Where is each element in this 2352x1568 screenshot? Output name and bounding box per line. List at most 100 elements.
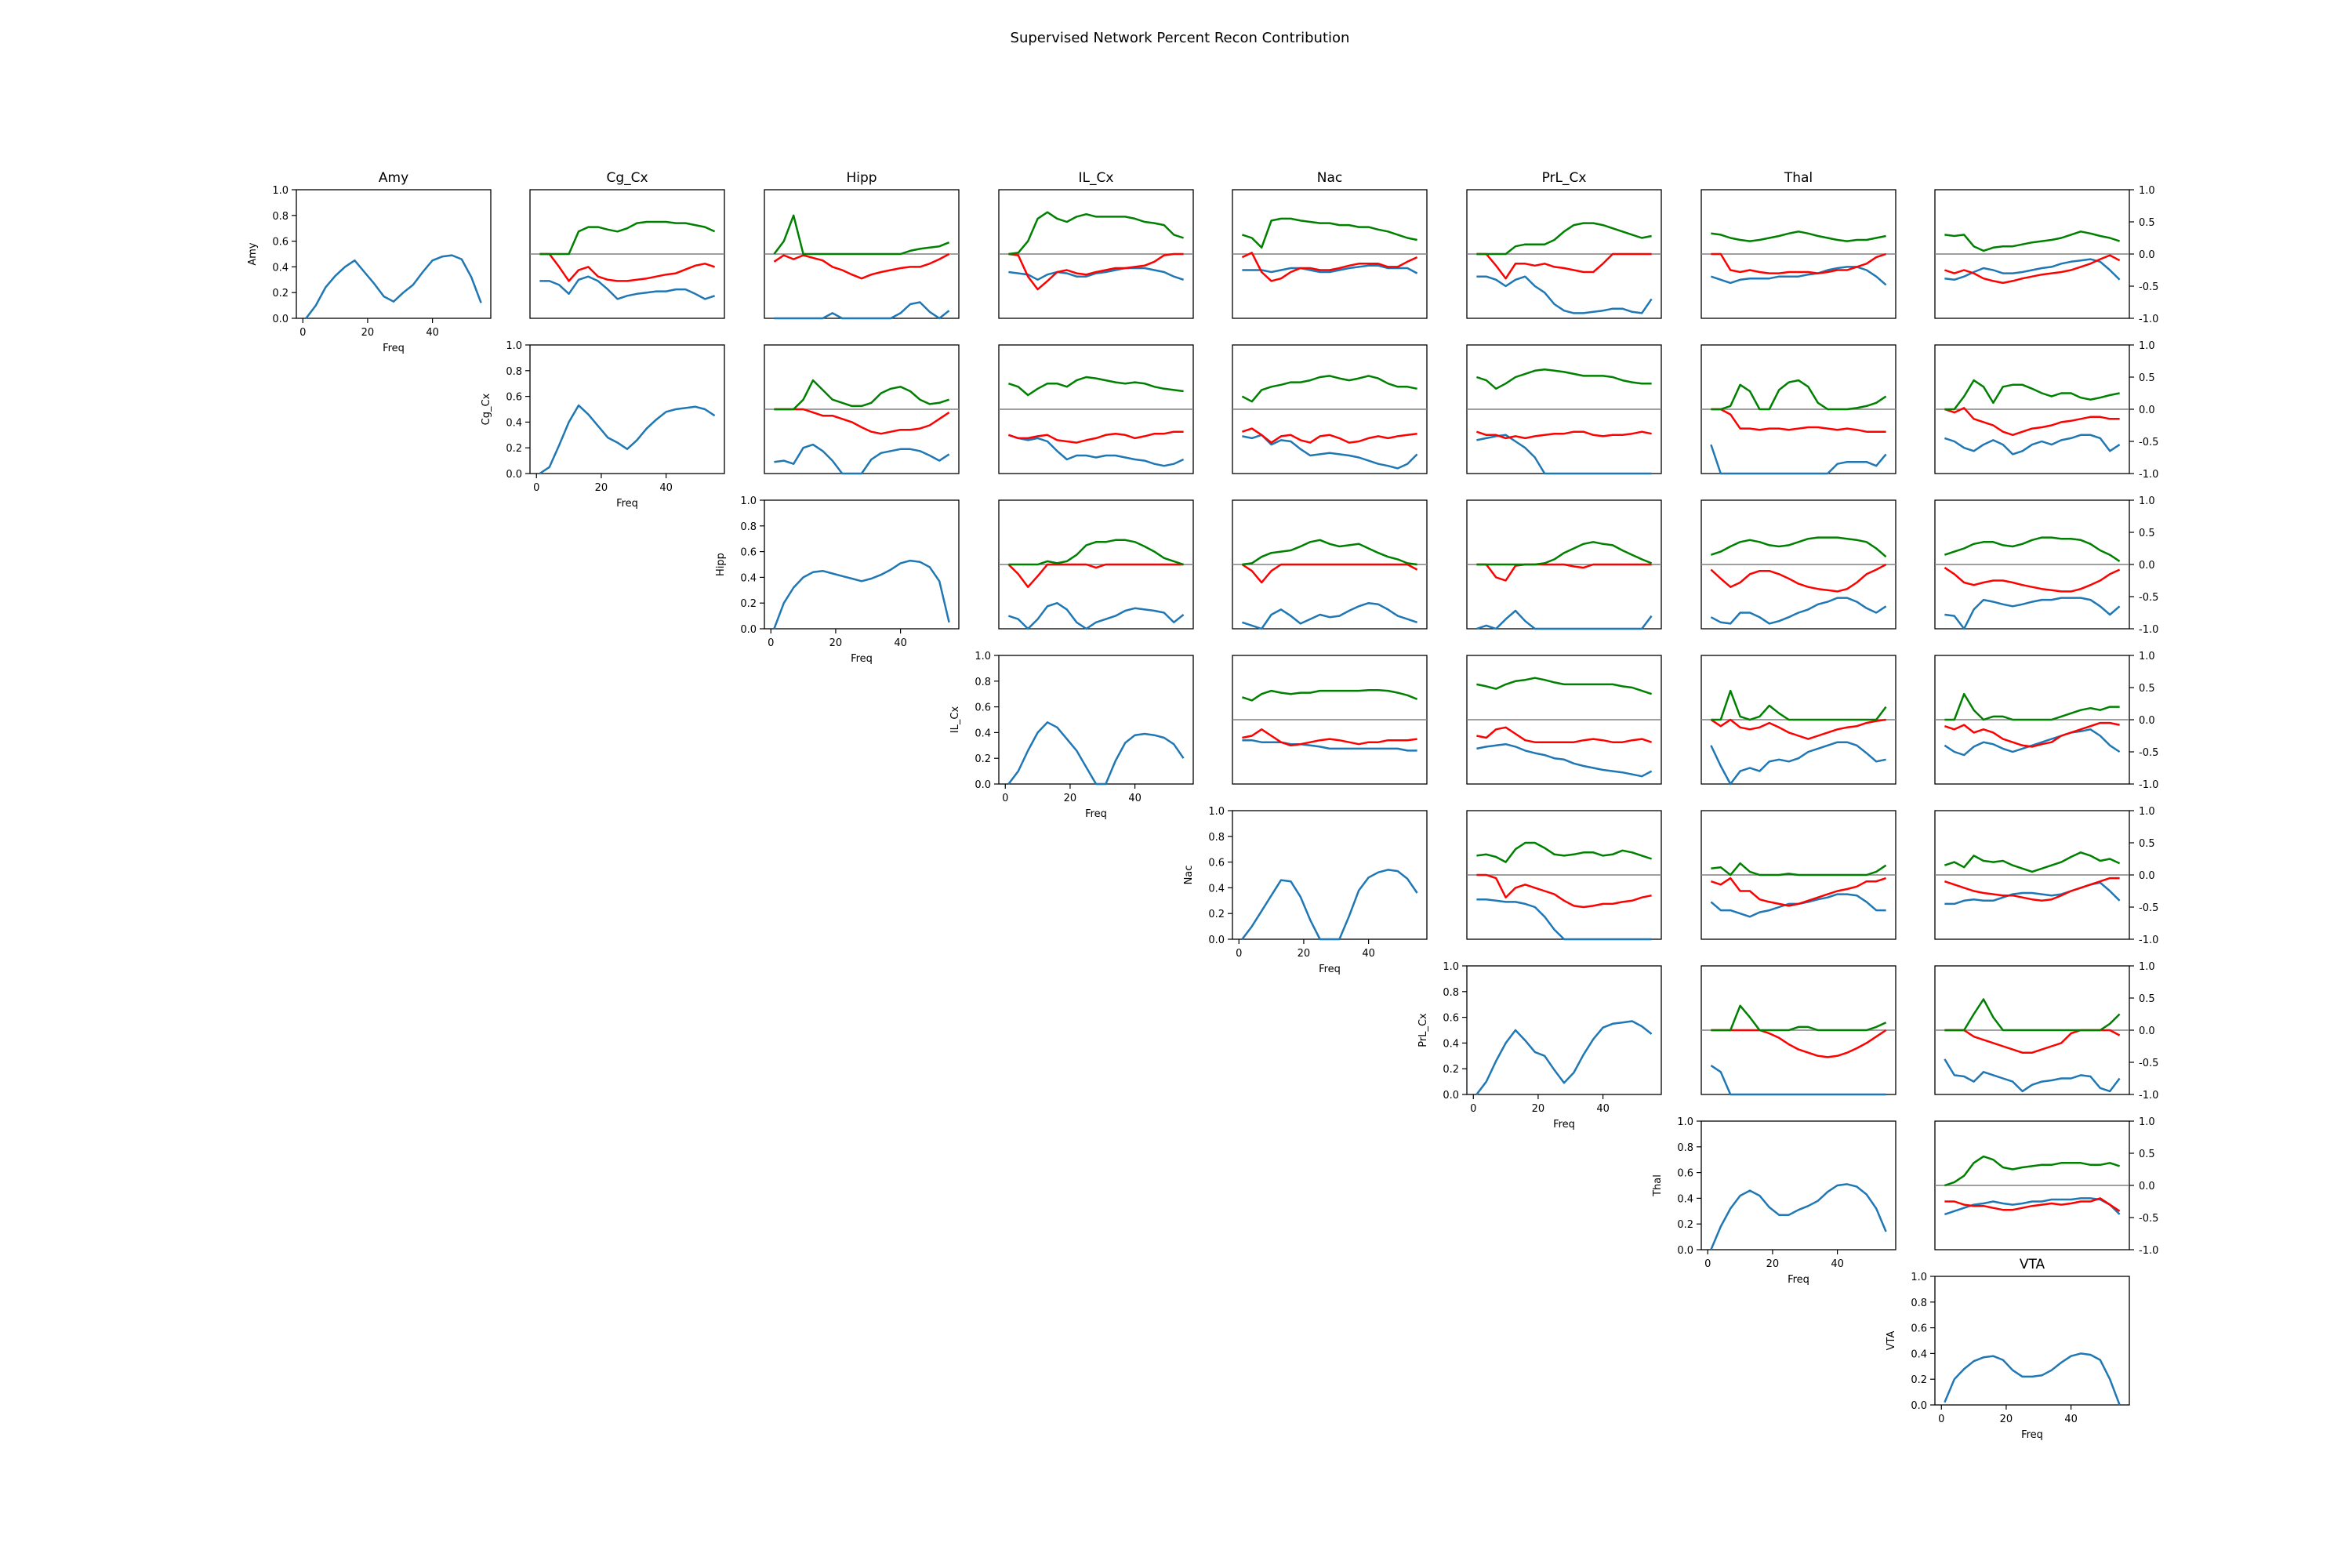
- blue-line: [1242, 739, 1417, 752]
- negative-line: [1711, 408, 1886, 433]
- positive-line: [1242, 539, 1417, 566]
- negative-line: [1711, 252, 1886, 274]
- x-tick-label: 40: [2064, 1414, 2078, 1425]
- right-y-tick-label: 0.5: [2139, 683, 2155, 695]
- negative-line: [1944, 1197, 2121, 1212]
- x-tick-label: 20: [829, 637, 843, 649]
- right-y-tick-label: 0.5: [2139, 1149, 2155, 1160]
- y-tick-label: 0.0: [506, 469, 522, 481]
- negative-line: [1241, 563, 1418, 584]
- negative-line: [1710, 718, 1886, 740]
- pair-panel-amy-hipp: [764, 189, 960, 320]
- right-y-tick-label: 1.0: [2139, 651, 2155, 662]
- diag-panel-cg_cx: 0.0 0.2 0.4 0.6 0.8 1.0 0 20 40 Freq Cg_Cx: [481, 340, 725, 510]
- y-axis-label: Nac: [1183, 866, 1195, 885]
- x-axis-label: Freq: [851, 653, 873, 665]
- panel-frame: [764, 499, 960, 630]
- pair-panel-nac-thal: [1700, 810, 1896, 940]
- x-axis-label: Freq: [1553, 1119, 1575, 1131]
- negative-line: [1944, 877, 2120, 902]
- positive-line: [1944, 536, 2121, 562]
- y-tick-label: 0.0: [1911, 1400, 1927, 1412]
- diag-panel-il_cx: 0.0 0.2 0.4 0.6 0.8 1.0 0 20 40 Freq IL_Cx: [949, 651, 1194, 820]
- y-axis-label: VTA: [1886, 1331, 1897, 1351]
- right-y-tick-label: 1.0: [2139, 961, 2155, 973]
- positive-line: [1476, 368, 1652, 390]
- diag-panel-amy: 0.0 0.2 0.4 0.6 0.8 1.0 0 20 40 Freq Amy Amy: [247, 170, 492, 354]
- column-title: Nac: [1317, 170, 1342, 186]
- y-tick-label: 0.2: [975, 753, 991, 765]
- power-line: [1475, 1020, 1653, 1095]
- panel-frame: [1466, 965, 1662, 1095]
- pair-panel-il_cx-nac: [1232, 655, 1428, 785]
- negative-line: [1242, 728, 1417, 747]
- y-tick-label: 0.0: [975, 779, 991, 791]
- y-tick-label: 0.2: [1443, 1064, 1459, 1076]
- blue-line: [1710, 741, 1886, 786]
- pair-panel-cg_cx-hipp: [764, 344, 960, 475]
- blue-line: [1242, 434, 1418, 470]
- x-tick-label: 40: [1362, 948, 1375, 960]
- right-y-tick-label: 0.5: [2139, 993, 2155, 1005]
- blue-line: [1944, 728, 2121, 757]
- negative-line: [1944, 254, 2121, 285]
- right-y-tick-label: 0.5: [2139, 528, 2155, 539]
- y-tick-label: 0.2: [740, 598, 757, 610]
- y-tick-label: 0.4: [740, 572, 757, 584]
- y-tick-label: 0.2: [272, 288, 289, 299]
- y-axis-label: Cg_Cx: [481, 393, 492, 425]
- pair-panel-il_cx-prl_cx: [1466, 655, 1662, 785]
- pair-panel-il_cx-vta: 1.0 0.5 0.0 -0.5 -1.0: [1934, 651, 2158, 791]
- x-axis-label: Freq: [616, 498, 638, 510]
- pair-panel-hipp-vta: 1.0 0.5 0.0 -0.5 -1.0: [1934, 495, 2158, 636]
- positive-line: [1476, 841, 1652, 863]
- column-title: Hipp: [846, 170, 877, 186]
- diag-panel-prl_cx: 0.0 0.2 0.4 0.6 0.8 1.0 0 20 40 Freq PrL_Cx: [1417, 961, 1662, 1131]
- x-axis-label: Freq: [1319, 964, 1341, 975]
- right-y-tick-label: -0.5: [2139, 281, 2158, 293]
- pair-panel-thal-vta: 1.0 0.5 0.0 -0.5 -1.0: [1934, 1116, 2158, 1257]
- pair-panel-amy-vta: 1.0 0.5 0.0 -0.5 -1.0: [1934, 185, 2158, 325]
- right-y-tick-label: -1.0: [2139, 624, 2158, 636]
- blue-line: [1476, 275, 1653, 314]
- pair-panel-hipp-thal: [1700, 499, 1896, 630]
- figure-title: Supervised Network Percent Recon Contrib…: [1011, 30, 1350, 46]
- positive-line: [1008, 376, 1184, 397]
- right-y-tick-label: -1.0: [2139, 314, 2158, 325]
- x-tick-label: 20: [1064, 793, 1077, 804]
- x-tick-label: 0: [1470, 1103, 1476, 1115]
- x-tick-label: 0: [533, 482, 539, 494]
- y-tick-label: 0.2: [506, 443, 522, 455]
- y-tick-label: 0.4: [1443, 1038, 1459, 1050]
- x-tick-label: 40: [1596, 1103, 1610, 1115]
- blue-line: [1476, 434, 1652, 475]
- y-tick-label: 0.6: [272, 237, 289, 249]
- panel-frame: [1934, 1276, 2130, 1406]
- right-y-tick-label: -0.5: [2139, 1213, 2158, 1225]
- negative-line: [773, 252, 950, 280]
- diag-panel-nac: 0.0 0.2 0.4 0.6 0.8 1.0 0 20 40 Freq Nac: [1183, 806, 1428, 975]
- pair-panel-il_cx-thal: [1700, 655, 1896, 786]
- y-tick-label: 0.6: [506, 392, 522, 404]
- pair-panel-amy-nac: [1232, 189, 1428, 319]
- positive-line: [1242, 689, 1418, 702]
- y-axis-label: PrL_Cx: [1417, 1013, 1429, 1047]
- right-y-tick-label: 1.0: [2139, 185, 2155, 197]
- y-tick-label: 1.0: [1911, 1272, 1927, 1283]
- x-tick-label: 20: [2000, 1414, 2013, 1425]
- blue-line: [1476, 609, 1653, 630]
- positive-line: [1241, 375, 1417, 403]
- positive-line: [1476, 677, 1652, 695]
- x-tick-label: 0: [1002, 793, 1008, 804]
- diag-panel-vta: 0.0 0.2 0.4 0.6 0.8 1.0 0 20 40 Freq VTA VTA: [1886, 1257, 2130, 1441]
- blue-line: [1476, 898, 1652, 941]
- y-tick-label: 0.8: [506, 366, 522, 378]
- positive-line: [773, 214, 950, 256]
- blue-line: [1944, 1197, 2121, 1216]
- y-tick-label: 0.6: [740, 547, 757, 559]
- y-tick-label: 0.6: [1911, 1323, 1927, 1335]
- x-tick-label: 0: [768, 637, 774, 649]
- power-line: [773, 559, 950, 630]
- negative-line: [1710, 563, 1887, 593]
- y-tick-label: 0.8: [272, 211, 289, 223]
